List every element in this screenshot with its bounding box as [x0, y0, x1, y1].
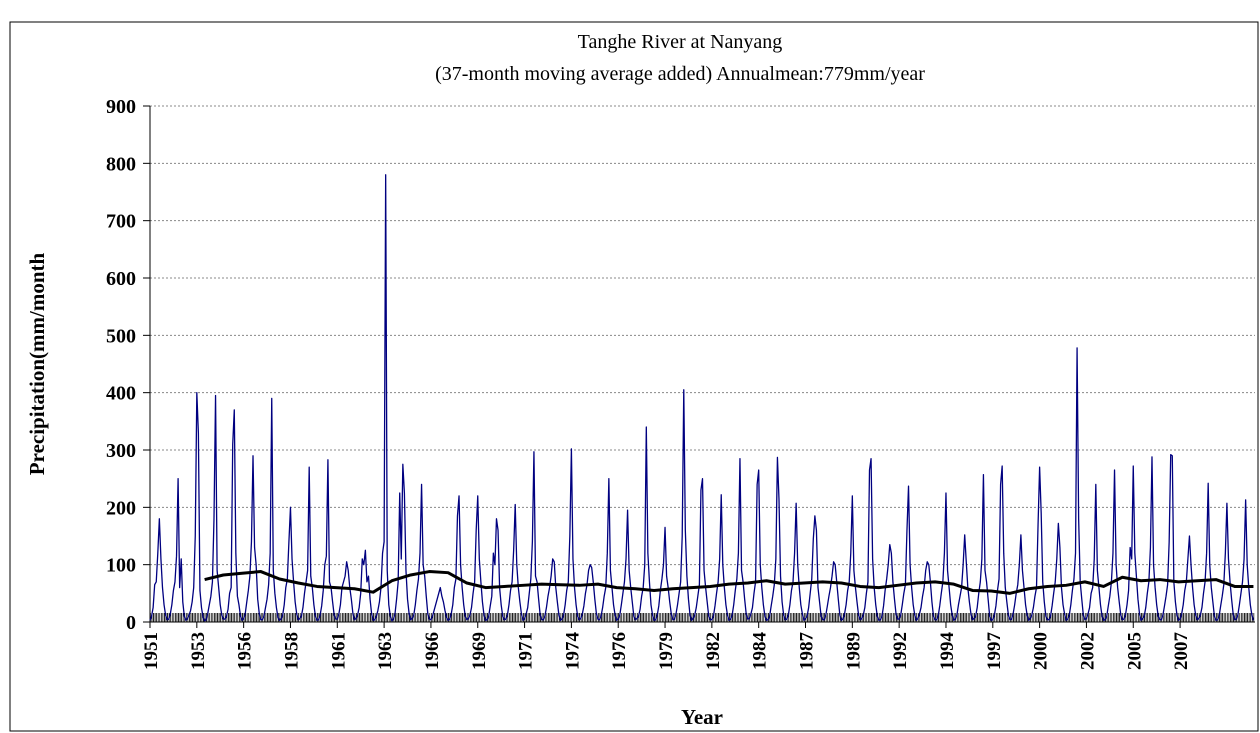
x-tick-label: 1979 — [656, 632, 677, 670]
x-tick-label: 1961 — [328, 632, 349, 670]
x-tick-label: 1966 — [422, 632, 443, 670]
x-tick-label: 1989 — [843, 632, 864, 670]
y-tick-label: 200 — [106, 497, 136, 519]
x-tick-label: 2005 — [1124, 632, 1145, 670]
y-tick-label: 300 — [106, 440, 136, 462]
y-tick-label: 400 — [106, 383, 136, 405]
x-tick-label: 1971 — [516, 632, 537, 670]
chart-title: Tanghe River at Nanyang — [578, 31, 783, 53]
x-tick-label: 1994 — [937, 632, 958, 671]
y-tick-label: 700 — [106, 211, 136, 233]
chart-subtitle: (37-month moving average added) Annualme… — [435, 63, 925, 85]
x-tick-label: 1953 — [188, 632, 209, 670]
month-ticks — [150, 613, 1255, 622]
y-axis-label: Precipitation(mm/month — [25, 252, 49, 475]
x-tick-label: 1963 — [375, 632, 396, 670]
x-tick-label: 2002 — [1077, 632, 1098, 670]
y-tick-label: 0 — [126, 612, 136, 634]
x-tick-label: 1969 — [469, 632, 490, 670]
x-tick-label: 1956 — [235, 632, 256, 670]
x-tick-label: 2007 — [1171, 632, 1192, 671]
x-tick-label: 1982 — [703, 632, 724, 670]
x-tick-label: 1976 — [609, 632, 630, 670]
x-tick-label: 1974 — [562, 632, 583, 671]
y-tick-label: 600 — [106, 268, 136, 290]
y-tick-label: 900 — [106, 96, 136, 118]
y-tick-label: 100 — [106, 555, 136, 577]
x-tick-label: 1987 — [797, 632, 818, 671]
y-tick-label: 800 — [106, 153, 136, 175]
series-line — [149, 174, 1255, 622]
x-tick-label: 1992 — [890, 632, 911, 670]
series-line — [204, 570, 1254, 595]
y-tick-label: 500 — [106, 325, 136, 347]
x-tick-label: 1958 — [281, 632, 302, 670]
x-tick-label: 1997 — [984, 632, 1005, 671]
x-tick-label: 1984 — [750, 632, 771, 671]
x-axis-label: Year — [681, 705, 723, 729]
x-tick-label: 1951 — [141, 632, 162, 670]
x-tick-label: 2000 — [1031, 632, 1052, 670]
